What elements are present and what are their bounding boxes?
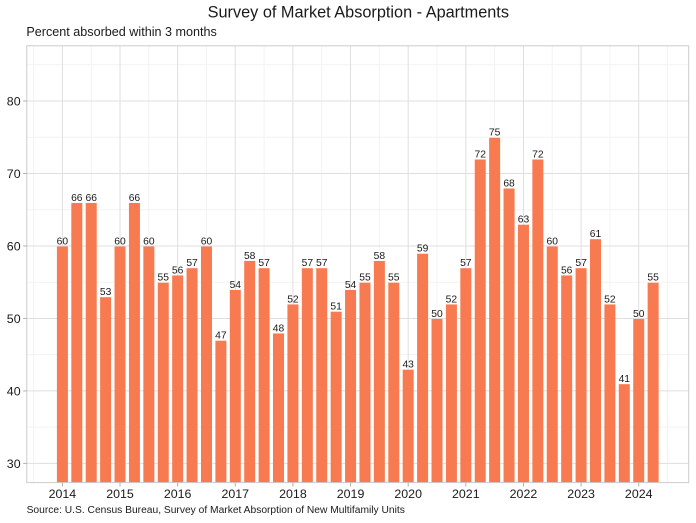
svg-text:2022: 2022 <box>510 487 538 501</box>
svg-text:56: 56 <box>561 265 573 276</box>
svg-text:50: 50 <box>7 312 21 326</box>
svg-text:60: 60 <box>7 239 21 253</box>
svg-text:61: 61 <box>590 229 602 240</box>
svg-text:54: 54 <box>230 280 242 291</box>
svg-text:68: 68 <box>503 178 515 189</box>
svg-text:66: 66 <box>71 193 83 204</box>
svg-text:60: 60 <box>57 236 69 247</box>
svg-text:2021: 2021 <box>452 487 480 501</box>
svg-text:2023: 2023 <box>567 487 595 501</box>
svg-text:54: 54 <box>345 280 357 291</box>
svg-text:2017: 2017 <box>222 487 250 501</box>
svg-text:52: 52 <box>604 294 616 305</box>
svg-text:51: 51 <box>330 302 342 313</box>
svg-text:58: 58 <box>244 251 256 262</box>
svg-text:57: 57 <box>186 258 198 269</box>
svg-text:50: 50 <box>431 309 443 320</box>
svg-text:55: 55 <box>647 273 659 284</box>
svg-text:2020: 2020 <box>394 487 422 501</box>
svg-text:Survey of Market Absorption -: Survey of Market Absorption - Apartments <box>208 3 509 21</box>
svg-text:63: 63 <box>518 215 530 226</box>
svg-text:52: 52 <box>446 294 458 305</box>
svg-text:60: 60 <box>547 236 559 247</box>
svg-text:66: 66 <box>129 193 141 204</box>
svg-text:2015: 2015 <box>106 487 134 501</box>
svg-text:60: 60 <box>143 236 155 247</box>
svg-text:57: 57 <box>302 258 314 269</box>
svg-text:Source: U.S. Census Bureau, Su: Source: U.S. Census Bureau, Survey of Ma… <box>27 505 405 516</box>
svg-text:50: 50 <box>633 309 645 320</box>
svg-text:2014: 2014 <box>49 487 77 501</box>
svg-text:57: 57 <box>258 258 270 269</box>
svg-text:70: 70 <box>7 167 21 181</box>
svg-text:55: 55 <box>388 273 400 284</box>
svg-text:47: 47 <box>215 331 227 342</box>
svg-text:60: 60 <box>201 236 213 247</box>
svg-text:57: 57 <box>575 258 587 269</box>
svg-text:55: 55 <box>158 273 170 284</box>
svg-text:30: 30 <box>7 457 21 471</box>
svg-text:55: 55 <box>359 273 371 284</box>
svg-text:75: 75 <box>489 128 501 139</box>
svg-text:40: 40 <box>7 384 21 398</box>
svg-text:72: 72 <box>474 149 486 160</box>
svg-text:59: 59 <box>417 244 429 255</box>
svg-text:58: 58 <box>374 251 386 262</box>
svg-text:48: 48 <box>273 323 285 334</box>
svg-text:Percent absorbed within 3 mont: Percent absorbed within 3 months <box>26 25 216 39</box>
svg-text:43: 43 <box>402 360 414 371</box>
svg-text:60: 60 <box>114 236 126 247</box>
svg-text:66: 66 <box>85 193 97 204</box>
svg-text:72: 72 <box>532 149 544 160</box>
svg-text:56: 56 <box>172 265 184 276</box>
svg-text:41: 41 <box>619 374 631 385</box>
svg-text:2019: 2019 <box>337 487 365 501</box>
svg-text:2018: 2018 <box>279 487 307 501</box>
svg-text:53: 53 <box>100 287 112 298</box>
svg-text:2016: 2016 <box>164 487 192 501</box>
svg-text:80: 80 <box>7 95 21 109</box>
svg-text:52: 52 <box>287 294 299 305</box>
svg-text:57: 57 <box>316 258 328 269</box>
svg-text:57: 57 <box>460 258 472 269</box>
svg-text:2024: 2024 <box>625 487 653 501</box>
